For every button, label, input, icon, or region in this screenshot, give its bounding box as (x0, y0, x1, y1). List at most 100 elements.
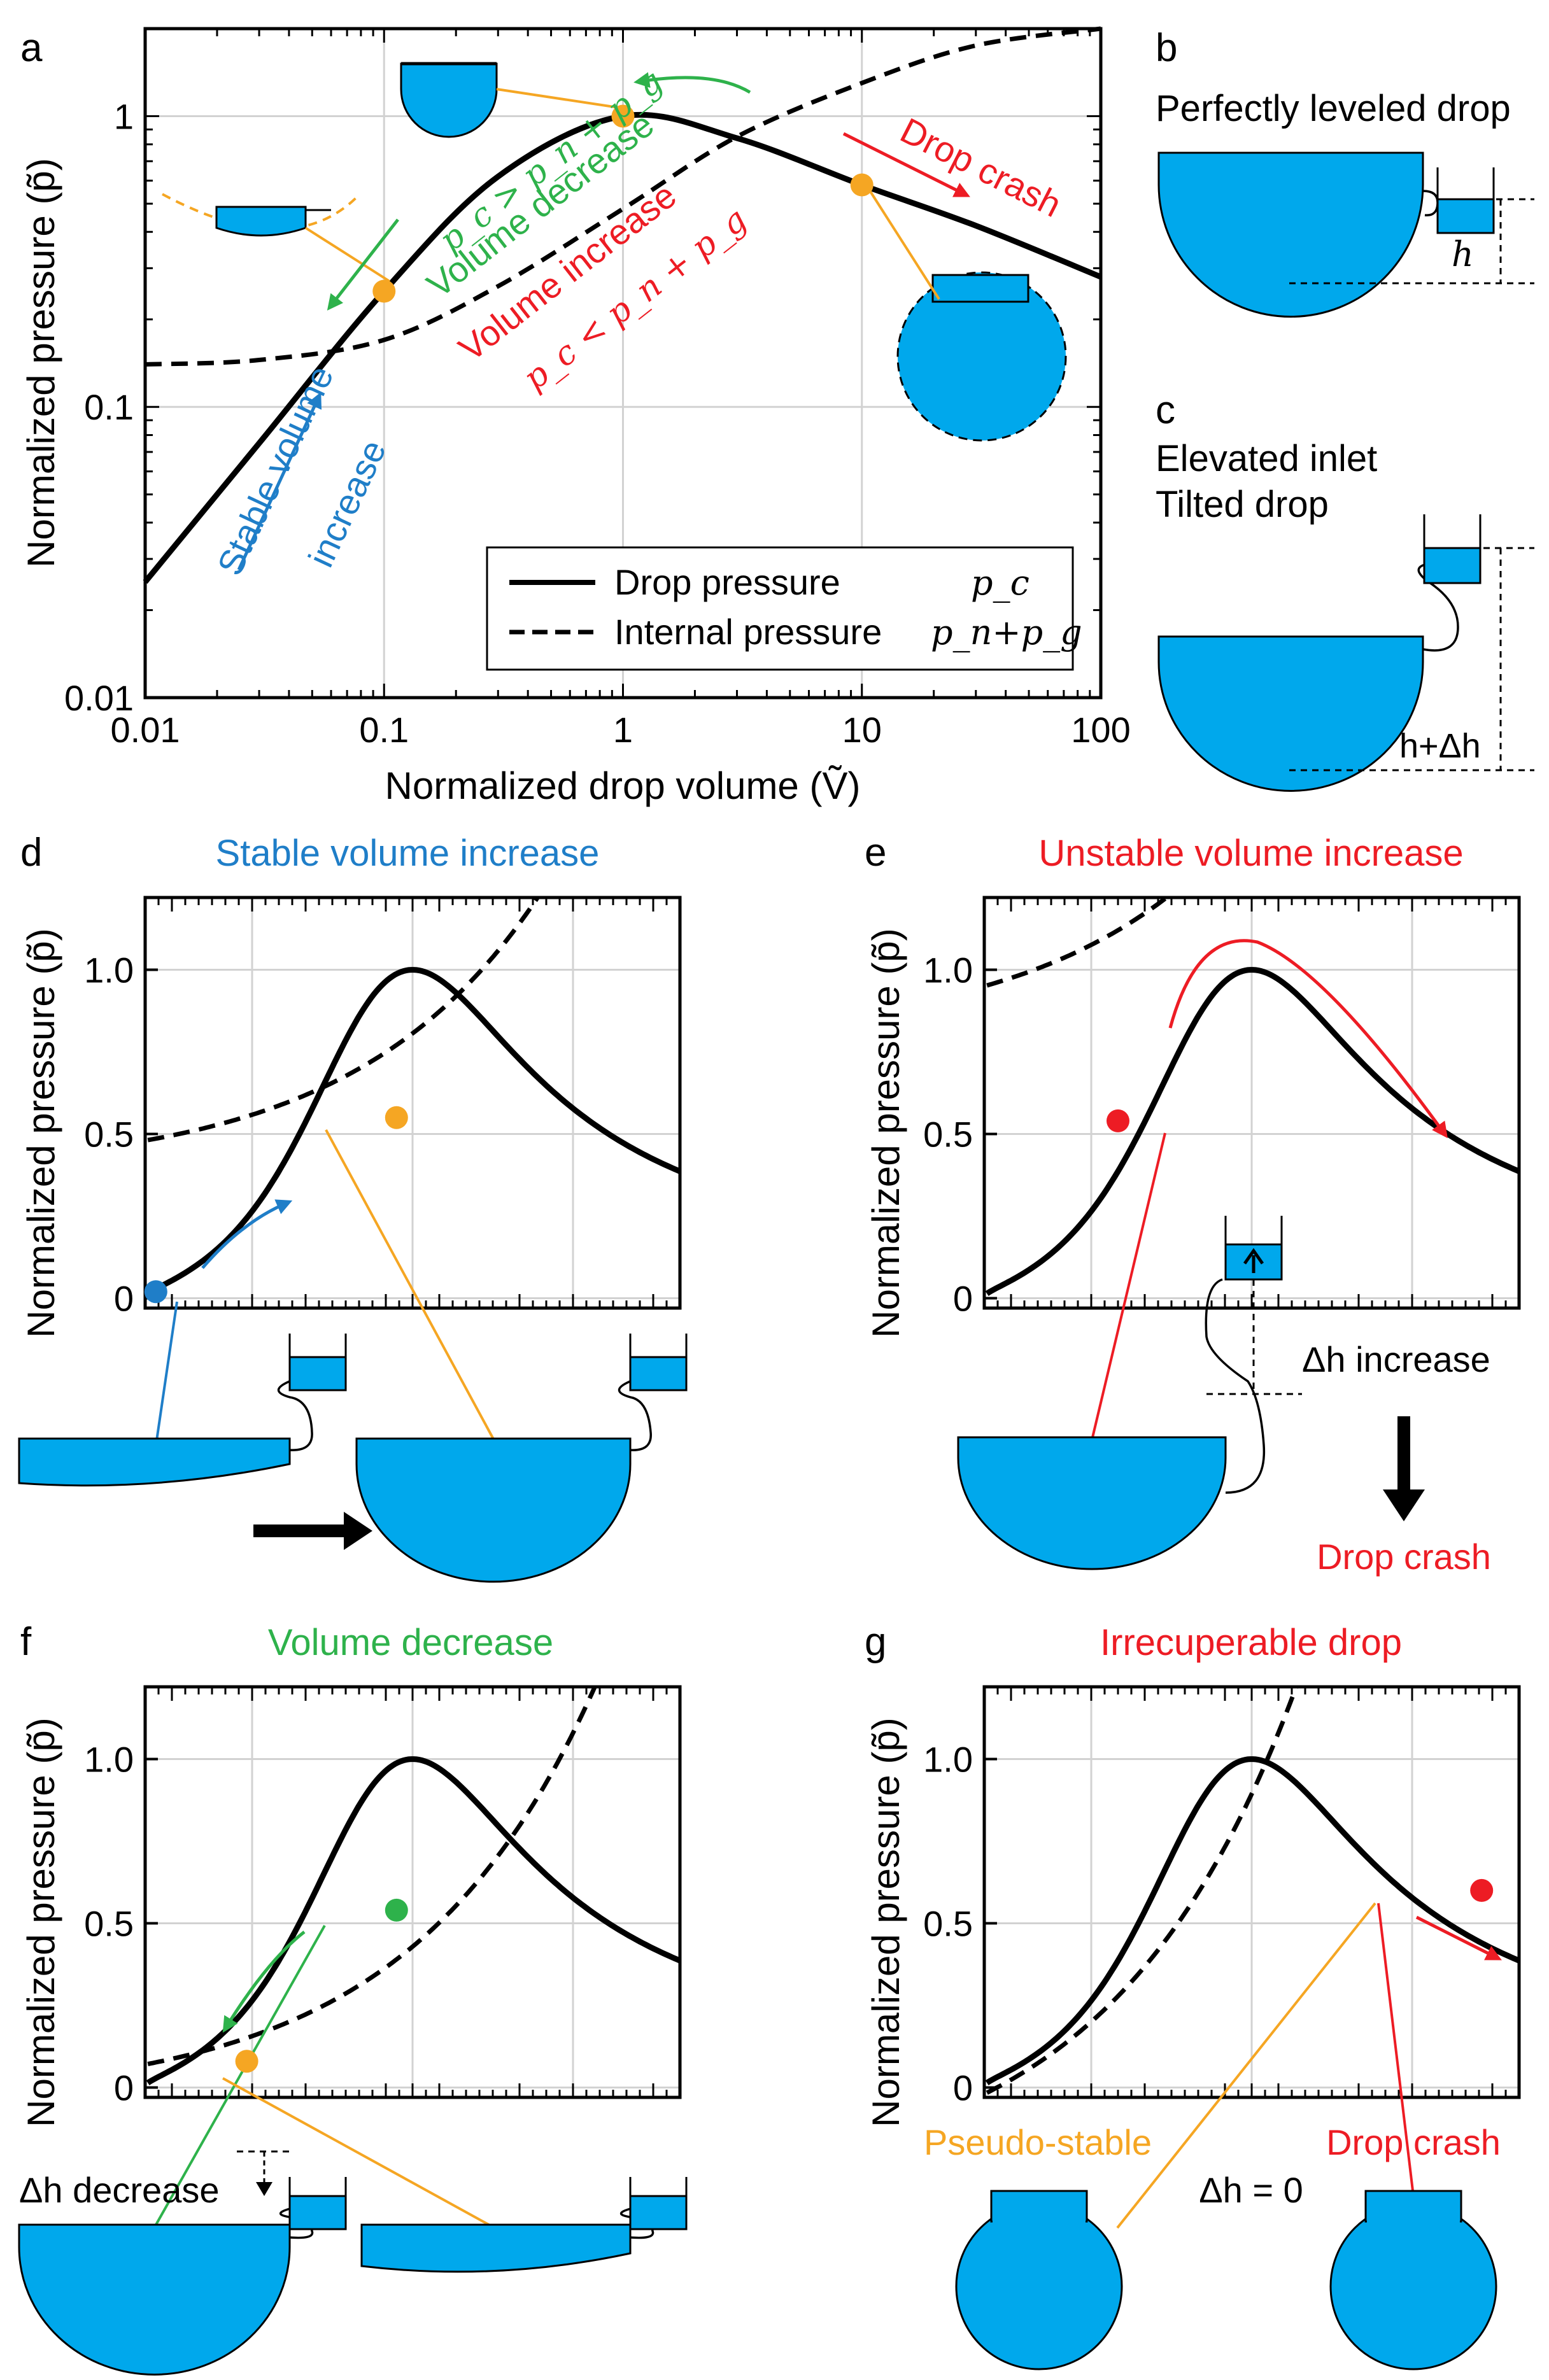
a-legend-label-1: Internal pressure (614, 612, 882, 652)
e-marker (1107, 1109, 1129, 1132)
f-dh-label: Δh decrease (19, 2170, 219, 2210)
e-ytick-label: 0 (953, 1279, 973, 1319)
d-arrow (201, 1199, 293, 1269)
e-ytick-label: 0.5 (923, 1115, 973, 1155)
g-pseudo-label: Pseudo-stable (924, 2122, 1152, 2162)
a-inset-sphere-drop (896, 271, 1067, 442)
e-arrow (1168, 939, 1448, 1139)
a-drop-pressure-line (143, 111, 1102, 584)
d-markers (144, 1106, 408, 1304)
panel-letter-g: g (865, 1620, 886, 1664)
b-drop (1157, 151, 1424, 318)
f-reservoir-1 (288, 2195, 347, 2230)
a-legend-label-0: Drop pressure (614, 562, 840, 602)
panel-letter-f: f (20, 1620, 32, 1664)
f-leader-orange (222, 2077, 507, 2236)
d-big-arrow (253, 1512, 372, 1550)
d-drop-flat (18, 1437, 291, 1487)
g-markers (1470, 1878, 1494, 1902)
f-ytick-label: 0 (114, 2068, 134, 2108)
g-leader-orange (1116, 1902, 1376, 2229)
a-xtick-label: 100 (1071, 710, 1130, 750)
e-leader (1089, 1132, 1166, 1449)
g-ytick-label: 1.0 (923, 1740, 973, 1780)
e-big-arrow (1383, 1416, 1425, 1521)
g-drop-pseudo (955, 2202, 1123, 2370)
c-drop (1157, 635, 1424, 792)
a-marker (850, 173, 874, 197)
d-plot-frame (143, 896, 682, 1310)
d-reservoir-2 (629, 1356, 688, 1391)
a-marker (611, 104, 635, 128)
f-reservoir-2 (629, 2195, 688, 2230)
f-ytick-label: 0.5 (84, 1904, 134, 1944)
a-leader-3 (861, 178, 940, 300)
a-arrow-green-left (327, 218, 399, 311)
a-inset-flat-drop (162, 193, 361, 237)
g-plot-frame (982, 1685, 1521, 2099)
e-internal-pressure-line (986, 898, 1171, 988)
b-title: Perfectly leveled drop (1156, 88, 1511, 129)
g-axes: 0 0.5 1.0 (923, 1685, 1521, 2108)
g-ytick-label: 0 (953, 2068, 973, 2108)
e-markers (1107, 1109, 1129, 1132)
e-tube (1205, 1278, 1266, 1494)
e-ytick-label: 1.0 (923, 950, 973, 990)
b-reservoir (1436, 198, 1495, 234)
g-drop-crash (1329, 2202, 1497, 2370)
a-plot-frame (143, 27, 1103, 700)
a-inset-hemisphere-drop (400, 62, 498, 138)
a-arrow-stable (237, 391, 322, 571)
g-internal-pressure-line (986, 1687, 1299, 2095)
a-xtick-label: 1 (613, 710, 633, 750)
d-marker (144, 1280, 167, 1304)
c-title-1: Elevated inlet (1156, 438, 1377, 479)
f-drop-hemisphere (18, 2223, 291, 2376)
a-ytick-label: 0.1 (84, 387, 134, 427)
panel-a: a 0.01 0.1 1 10 100 0.01 0.1 1 Normalized drop … (20, 26, 1131, 807)
a-legend-symbol-0: p_c (971, 563, 1029, 603)
c-h-label: h+Δh (1399, 727, 1481, 765)
panel-f: f Volume decrease Normalized pressure (p… (18, 1620, 688, 2376)
d-marker (385, 1106, 408, 1129)
a-x-axis-label: Normalized drop volume (Ṽ) (385, 764, 861, 807)
a-ytick-label: 1 (114, 96, 134, 136)
e-plot-frame (982, 896, 1521, 1310)
d-leader-blue (155, 1301, 178, 1446)
a-internal-pressure-line (145, 26, 1101, 367)
a-markers (372, 104, 874, 303)
a-leader-2 (496, 88, 623, 109)
f-plot-frame (143, 1685, 682, 2099)
a-marker (372, 279, 396, 303)
a-legend-box (486, 546, 1074, 671)
g-title: Irrecuperable drop (1100, 1622, 1402, 1663)
a-legend-symbol-1: p_n+p_g (931, 612, 1082, 652)
e-crash-label: Drop crash (1317, 1537, 1491, 1577)
f-title: Volume decrease (268, 1622, 553, 1663)
f-drop-pressure-line (146, 1756, 680, 2086)
e-drop-pressure-line (985, 967, 1519, 1297)
d-tube-1 (277, 1380, 313, 1451)
panel-letter-a: a (20, 26, 43, 70)
panel-letter-c: c (1156, 388, 1175, 432)
a-arrow-crash (842, 132, 970, 197)
c-reservoir (1423, 547, 1482, 584)
b-tube (1422, 190, 1439, 216)
d-axes: 0 0.5 1.0 (84, 896, 682, 1319)
b-h-label: h (1452, 234, 1474, 274)
g-dh-label: Δh = 0 (1199, 2170, 1303, 2210)
a-xtick-label: 0.1 (359, 710, 409, 750)
g-y-axis-label: Normalized pressure (p̃) (865, 1717, 907, 2127)
a-xtick-label: 10 (842, 710, 882, 750)
panel-letter-b: b (1156, 26, 1177, 70)
a-xtick-label: 0.01 (111, 710, 180, 750)
panel-g: g Irrecuperable drop Normalized pressure… (865, 1620, 1521, 2370)
panel-c: c Elevated inlet Tilted drop h+Δh (1156, 388, 1534, 792)
a-tick-labels: 0.01 0.1 1 10 100 0.01 0.1 1 (64, 96, 1131, 750)
panel-letter-d: d (20, 831, 42, 875)
e-dh-label: Δh increase (1302, 1339, 1490, 1379)
d-y-axis-label: Normalized pressure (p̃) (20, 928, 62, 1338)
f-arrow (222, 1931, 306, 2033)
f-leader-green (155, 1925, 326, 2225)
